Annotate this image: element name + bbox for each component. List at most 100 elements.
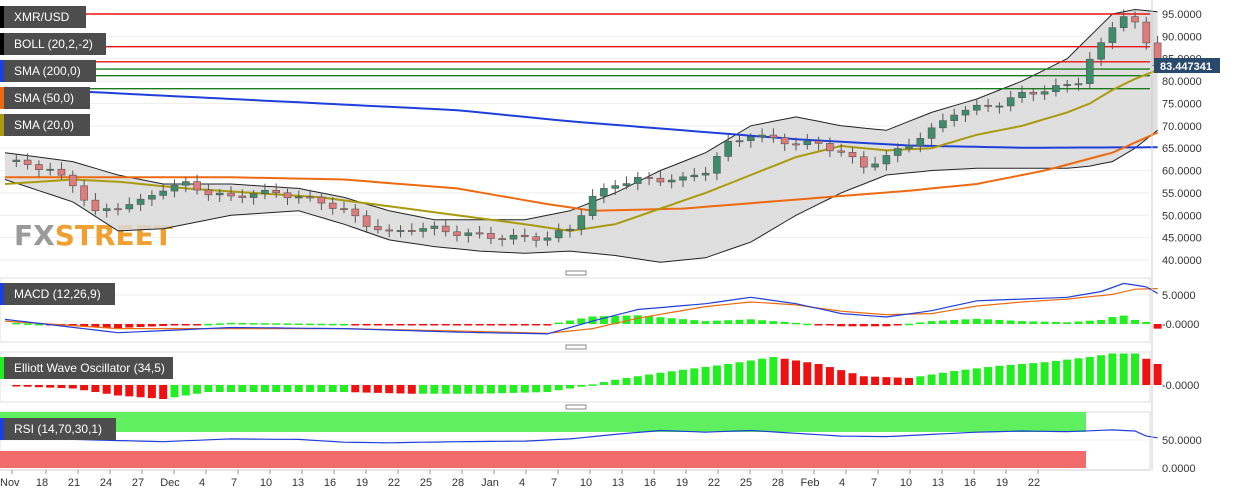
indicator-label-ewo[interactable]: Elliott Wave Oscillator (34,5) (0, 357, 173, 379)
candle-body (758, 134, 766, 138)
rsi-line (4, 429, 1158, 444)
candle-body (12, 159, 21, 162)
candle-body (170, 184, 179, 192)
candle-body (407, 230, 416, 232)
pair-label[interactable]: XMR/USD (0, 6, 86, 28)
ewo-histogram-bar (260, 385, 269, 392)
macd-histogram-bar (1142, 321, 1151, 324)
macd-histogram-bar (114, 324, 122, 329)
macd-histogram-bar (938, 320, 947, 324)
ewo-histogram-bar (464, 385, 473, 394)
macd-histogram-bar (972, 318, 981, 324)
indicator-label-rsi[interactable]: RSI (14,70,30,1) (0, 418, 116, 440)
candle-body (554, 230, 563, 239)
ewo-tick-label: -0.0000 (1162, 380, 1199, 392)
macd-histogram-bar (441, 324, 450, 326)
macd-histogram-bar (1074, 321, 1083, 324)
candle-body (679, 176, 687, 181)
price-tick-label: 40.0000 (1162, 255, 1202, 267)
indicator-label-sma200[interactable]: SMA (200,0) (0, 60, 96, 82)
candle-body (532, 236, 540, 241)
macd-histogram-bar (294, 323, 303, 326)
macd-histogram-bar (317, 323, 326, 326)
rsi-tick-label: 0.0000 (1162, 463, 1196, 475)
resize-handle-macd[interactable] (565, 270, 587, 276)
ewo-histogram-bar (758, 358, 767, 385)
macd-histogram-bar (927, 321, 936, 324)
candle-body (182, 181, 190, 186)
macd-histogram-bar (814, 324, 823, 326)
panel-resize-handles[interactable] (565, 270, 587, 410)
candle-body (769, 134, 778, 138)
indicator-label-sma50[interactable]: SMA (50,0) (0, 87, 90, 109)
ewo-histogram-bar (68, 385, 77, 389)
price-tick-label: 80.0000 (1162, 76, 1202, 88)
ewo-histogram-bar (905, 378, 913, 385)
macd-histogram-bar (588, 316, 597, 324)
ewo-histogram-bar (984, 367, 993, 385)
indicator-label-sma20[interactable]: SMA (20,0) (0, 114, 90, 136)
candle-body (905, 145, 913, 149)
ewo-histogram-bar (927, 374, 936, 385)
ewo-histogram-bar (57, 385, 66, 389)
candle-body (882, 155, 891, 165)
macd-histogram-bar (916, 322, 925, 324)
ewo-histogram-bar (385, 385, 394, 394)
candle-body (792, 143, 800, 146)
candle-body (995, 105, 1004, 108)
ewo-histogram-bar (588, 384, 597, 386)
ewo-histogram-bar (1040, 362, 1049, 385)
date-axis: Nov 18 21 24 27 Dec 4 7 10 13 16 19 22 25 28 Jan 4 7 10 13 1… (0, 469, 1150, 489)
date-label: Nov (0, 477, 20, 489)
ewo-histogram-bar (34, 385, 43, 388)
indicator-label-boll[interactable]: BOLL (20,2,-2) (0, 33, 106, 55)
date-label: Feb (801, 477, 820, 489)
rsi-tick-label: 50.0000 (1162, 435, 1202, 447)
macd-histogram-bar (80, 324, 89, 327)
macd-histogram-bar (622, 315, 631, 324)
macd-histogram-bar (306, 323, 315, 326)
indicator-label-macd[interactable]: MACD (12,26,9) (0, 283, 115, 305)
ewo-histogram-bar (147, 385, 156, 399)
candle-body (69, 174, 77, 187)
ewo-histogram-bar (746, 360, 755, 385)
candle-body (23, 159, 32, 165)
macd-histogram-bar (453, 324, 461, 326)
macd-histogram-bar (758, 320, 767, 324)
macd-histogram-bar (283, 323, 292, 325)
price-tick-label: 45.0000 (1162, 233, 1202, 245)
candle-body (328, 202, 337, 209)
macd-histogram-bar (667, 318, 676, 324)
candle-body (520, 234, 529, 238)
current-price-tag-bg (1154, 58, 1220, 73)
ewo-histogram-bar (159, 385, 168, 399)
ewo-histogram-bar (46, 385, 55, 388)
resize-handle-rsi[interactable] (565, 404, 587, 410)
price-tick-label: 75.0000 (1162, 98, 1202, 110)
ewo-histogram-bar (972, 368, 981, 385)
candlesticks (12, 9, 1162, 248)
macd-histogram-bar (780, 321, 789, 324)
candle-body (159, 190, 167, 196)
ewo-histogram-bar (373, 385, 382, 393)
macd-histogram-bar (215, 323, 224, 325)
ewo-histogram-bar (848, 373, 857, 385)
candle-body (611, 185, 620, 189)
candle-body (814, 140, 823, 144)
resize-handle-ewo[interactable] (565, 344, 587, 350)
candle-body (114, 208, 122, 211)
macd-histogram-bar (272, 323, 281, 325)
candle-body (633, 177, 642, 184)
candle-body (193, 181, 201, 191)
macd-histogram-bar (1131, 319, 1139, 324)
macd-histogram-bar (464, 324, 473, 326)
candle-body (238, 195, 247, 198)
ewo-histogram-bar (1131, 353, 1139, 385)
macd-histogram-bar (735, 319, 744, 324)
ewo-histogram-bar (825, 367, 834, 385)
ewo-histogram-bar (215, 385, 224, 392)
ewo-histogram-bar (238, 385, 247, 392)
ewo-histogram-bar (554, 385, 563, 391)
bollinger-lower (4, 129, 1158, 263)
